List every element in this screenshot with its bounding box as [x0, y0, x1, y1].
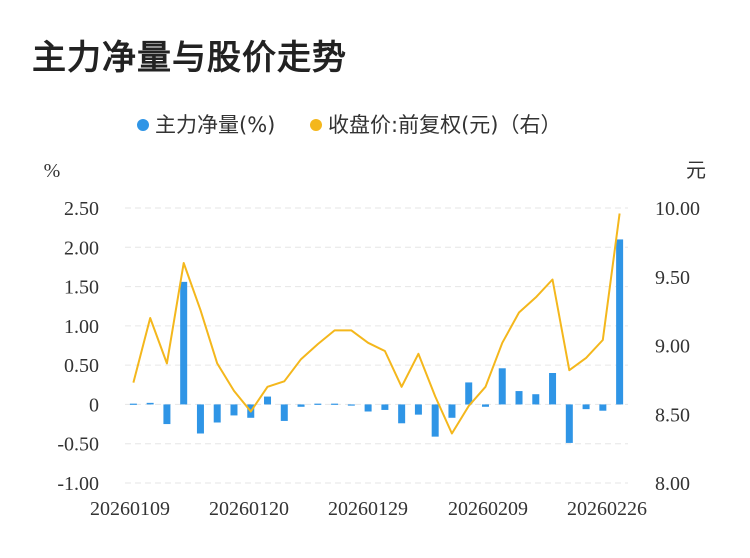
bar [230, 404, 238, 416]
bar [196, 404, 204, 434]
bar [280, 404, 288, 421]
bar [549, 373, 557, 405]
left-tick-label: -0.50 [57, 434, 99, 456]
legend-marker-2 [310, 119, 322, 131]
left-tick-label: 2.50 [64, 198, 99, 220]
bar [498, 368, 506, 405]
right-axis-unit: 元 [686, 160, 706, 182]
left-axis-unit: % [44, 160, 61, 182]
price-line [132, 213, 621, 435]
bar [297, 404, 305, 407]
x-tick-label: 20260129 [328, 498, 408, 520]
gridlines [125, 207, 628, 484]
bar [431, 404, 439, 437]
bar [180, 281, 188, 405]
left-tick-label: 0 [89, 394, 99, 416]
line-series [132, 213, 621, 435]
bar [364, 404, 372, 412]
bar [146, 402, 154, 405]
legend-label-1: 主力净量(%) [155, 113, 275, 137]
right-tick-label: 8.00 [655, 473, 690, 495]
bar [599, 404, 607, 411]
bar-series [129, 239, 624, 443]
left-axis-ticks: 2.50 2.00 1.50 1.00 0.50 0 -0.50 -1.00 [57, 198, 99, 495]
bar [532, 394, 540, 405]
x-tick-label: 20260109 [90, 498, 170, 520]
legend-label-2: 收盘价:前复权(元)（右） [328, 113, 561, 137]
bar [213, 404, 221, 423]
bar [347, 404, 355, 406]
legend: 主力净量(%) 收盘价:前复权(元)（右） [137, 113, 561, 137]
left-tick-label: 1.00 [64, 316, 99, 338]
legend-marker-1 [137, 119, 149, 131]
right-axis-ticks: 10.00 9.50 9.00 8.50 8.00 [655, 198, 700, 495]
x-tick-label: 20260120 [209, 498, 289, 520]
bar [398, 404, 406, 424]
bar [331, 403, 339, 405]
left-tick-label: 0.50 [64, 355, 99, 377]
bar [465, 382, 473, 405]
bar [381, 404, 389, 410]
bar [163, 404, 171, 425]
left-tick-label: 2.00 [64, 237, 99, 259]
right-tick-label: 9.00 [655, 336, 690, 358]
bar [582, 404, 590, 410]
bar [129, 403, 137, 405]
bar [565, 404, 573, 443]
bar [616, 239, 624, 405]
bar [314, 403, 322, 405]
page-title: 主力净量与股价走势 [32, 38, 347, 78]
bar [414, 404, 422, 415]
right-tick-label: 10.00 [655, 198, 700, 220]
left-tick-label: 1.50 [64, 277, 99, 299]
x-tick-label: 20260209 [448, 498, 528, 520]
x-tick-label: 20260226 [567, 498, 647, 520]
right-tick-label: 8.50 [655, 404, 690, 426]
left-tick-label: -1.00 [57, 473, 99, 495]
bar [448, 404, 456, 418]
bar [515, 391, 523, 405]
bar [264, 396, 272, 405]
x-axis-ticks: 20260109 20260120 20260129 20260209 20260226 [90, 498, 647, 520]
bar [481, 404, 489, 407]
right-tick-label: 9.50 [655, 267, 690, 289]
